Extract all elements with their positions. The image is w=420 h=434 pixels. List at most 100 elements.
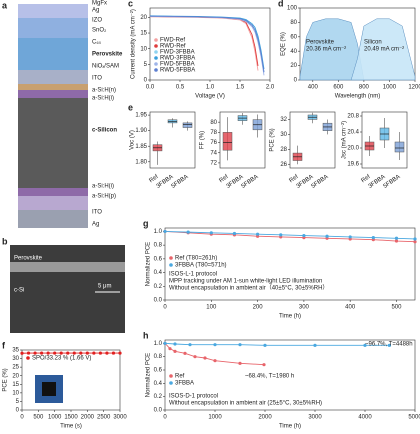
marker bbox=[325, 234, 329, 238]
legend-swatch bbox=[154, 50, 158, 54]
legend-label: 3FBBA (T80=571h) bbox=[175, 263, 227, 269]
marker bbox=[413, 237, 417, 241]
x-tick-label: 400 bbox=[345, 305, 356, 311]
area-value: 20.36 mA cm⁻² bbox=[306, 47, 346, 53]
plot-frame bbox=[164, 227, 416, 301]
marker bbox=[59, 351, 63, 355]
layer-label: Perovskite bbox=[92, 52, 123, 58]
panel-label: c bbox=[128, 0, 133, 8]
x-tick-label: Ref bbox=[288, 174, 299, 184]
marker bbox=[173, 342, 177, 346]
box bbox=[182, 122, 193, 128]
panel-label: g bbox=[143, 218, 149, 228]
box bbox=[394, 141, 405, 153]
marker bbox=[213, 343, 217, 347]
marker bbox=[209, 231, 213, 235]
y-tick-label: 0.4 bbox=[154, 381, 163, 387]
y-tick-label: 20 bbox=[12, 373, 19, 379]
legend-label: FWD-3FBBA bbox=[160, 50, 195, 56]
legend-swatch bbox=[154, 62, 158, 66]
marker bbox=[262, 363, 266, 367]
y-tick-label: 80 bbox=[210, 120, 217, 126]
y-tick-label: 10 bbox=[12, 390, 19, 396]
layer-label: NiOₓ/SAM bbox=[92, 64, 119, 70]
y-tick-label: 1.0 bbox=[154, 229, 163, 235]
y-axis-label: EQE (%) bbox=[281, 32, 287, 56]
panel-label: h bbox=[143, 330, 149, 340]
marker bbox=[413, 240, 417, 244]
layer-label: Ag bbox=[92, 8, 99, 14]
marker bbox=[92, 351, 96, 355]
x-tick-label: 2000 bbox=[258, 415, 272, 421]
legend-swatch bbox=[154, 38, 158, 42]
x-tick-label: 500 bbox=[391, 305, 402, 311]
x-axis-label: Voltage (V) bbox=[195, 94, 225, 100]
y-tick-label: 20.0 bbox=[347, 146, 359, 152]
y-tick-label: 60 bbox=[290, 34, 297, 40]
layer-label: a-Si:H(i) bbox=[92, 184, 114, 190]
legend-swatch bbox=[154, 68, 158, 72]
x-tick-label: 2500 bbox=[97, 415, 111, 421]
marker bbox=[363, 343, 367, 347]
y-tick-label: 35 bbox=[12, 348, 19, 354]
y-tick-label: 0.6 bbox=[154, 368, 163, 374]
marker bbox=[163, 229, 167, 234]
x-tick-label: 100 bbox=[206, 305, 217, 311]
x-tick-label: 5FBBA bbox=[311, 174, 330, 190]
layer-label: a-Si:H(p) bbox=[92, 194, 116, 200]
x-tick-label: 0.0 bbox=[146, 85, 155, 91]
sem-label: 5 μm bbox=[98, 284, 111, 290]
y-axis-label: Normalized PCE bbox=[146, 242, 152, 286]
x-tick-label: 4000 bbox=[358, 415, 372, 421]
y-tick-label: 0 bbox=[294, 78, 298, 84]
marker bbox=[40, 351, 44, 355]
device-photo bbox=[35, 375, 63, 403]
x-tick-label: 2.0 bbox=[266, 85, 275, 91]
y-tick-label: 0.2 bbox=[154, 394, 163, 400]
legend-swatch bbox=[154, 56, 158, 60]
x-axis-label: Time (s) bbox=[60, 424, 82, 430]
y-tick-label: 72 bbox=[210, 160, 217, 166]
y-tick-label: 1.85 bbox=[135, 144, 147, 150]
y-axis-label: Voc (V) bbox=[130, 130, 136, 150]
y-tick-label: 0.0 bbox=[154, 408, 163, 414]
y-axis-label: Normalized PCE bbox=[146, 353, 152, 397]
y-tick-label: 80 bbox=[290, 20, 297, 26]
legend-swatch bbox=[169, 374, 173, 378]
x-tick-label: 1200 bbox=[408, 85, 420, 91]
y-tick-label: 28 bbox=[280, 147, 287, 153]
y-tick-label: 32 bbox=[280, 117, 287, 123]
x-tick-label: 0 bbox=[20, 415, 24, 421]
marker bbox=[46, 351, 50, 355]
y-tick-label: 0.2 bbox=[154, 284, 163, 290]
y-axis-label: Current density (mA cm⁻²) bbox=[131, 9, 137, 79]
x-tick-label: 5FBBA bbox=[171, 174, 190, 190]
x-tick-label: 1.5 bbox=[236, 85, 245, 91]
x-tick-label: Ref bbox=[148, 174, 159, 184]
y-tick-label: 0 bbox=[16, 408, 20, 414]
x-tick-label: 0.5 bbox=[176, 85, 185, 91]
marker bbox=[66, 351, 70, 355]
marker bbox=[72, 351, 76, 355]
legend-swatch bbox=[26, 356, 30, 360]
x-tick-label: 5FBBA bbox=[241, 174, 260, 190]
x-tick-label: 200 bbox=[253, 305, 264, 311]
marker bbox=[348, 235, 352, 239]
marker bbox=[238, 361, 242, 365]
marker bbox=[163, 341, 167, 345]
x-tick-label: 1000 bbox=[208, 415, 222, 421]
layer-label: ITO bbox=[92, 76, 102, 82]
y-tick-label: 20.8 bbox=[347, 114, 359, 120]
y-tick-label: 1.80 bbox=[135, 159, 147, 165]
y-tick-label: 100 bbox=[287, 6, 298, 12]
series-line bbox=[164, 342, 390, 346]
y-tick-label: 40 bbox=[290, 49, 297, 55]
marker bbox=[98, 351, 102, 355]
x-tick-label: 800 bbox=[359, 85, 370, 91]
x-tick-label: 1000 bbox=[48, 415, 62, 421]
sem-label: c-Si bbox=[14, 288, 24, 294]
legend-label: Ref bbox=[175, 374, 185, 380]
legend-label: RWD-Ref bbox=[160, 44, 186, 50]
y-tick-label: 0.8 bbox=[154, 243, 163, 249]
